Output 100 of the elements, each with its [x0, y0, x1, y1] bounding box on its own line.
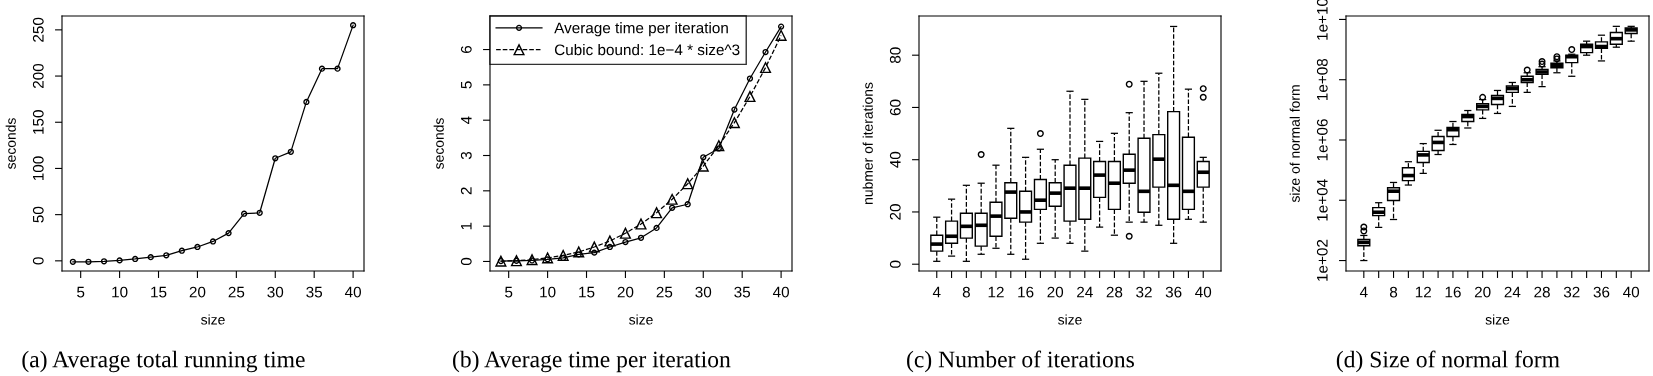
point [225, 229, 232, 237]
y-tick-label: 50 [32, 206, 44, 223]
text: (a) Average total running time [22, 350, 305, 373]
point [777, 23, 785, 30]
y-tick-label: 1e+08 [1316, 58, 1328, 100]
y-axis-title: seconds [5, 118, 16, 169]
y-tick-label: 20 [889, 204, 901, 220]
y-axis-title: seconds [433, 118, 444, 169]
text: (b) Average time per iteration [453, 350, 731, 373]
point [669, 204, 676, 211]
y-tick-label: 2 [460, 187, 472, 195]
x-tick-label: 10 [112, 286, 128, 298]
x-axis-title: size [629, 314, 653, 325]
point [746, 75, 754, 82]
x-tick-label: 25 [228, 286, 245, 298]
x-tick-label: 20 [1474, 286, 1491, 298]
point [256, 209, 263, 216]
point [147, 254, 154, 261]
y-tick-label: 4 [461, 116, 472, 125]
y-tick-label: 6 [460, 45, 472, 54]
point [557, 249, 569, 262]
point [684, 201, 691, 208]
x-tick-label: 8 [1389, 286, 1398, 298]
x-tick-label: 8 [962, 286, 970, 298]
point [241, 210, 248, 217]
point [100, 258, 108, 265]
y-tick-label: 3 [460, 151, 472, 160]
x-tick-label: 10 [540, 286, 556, 298]
point [163, 252, 170, 259]
x-axis-title: size [1058, 314, 1082, 325]
y-tick-label: 0 [460, 257, 472, 266]
x-tick-label: 20 [189, 286, 206, 298]
x-tick-label: 12 [988, 286, 1004, 298]
text: (c) Number of iterations [907, 350, 1134, 373]
y-tick-label: 250 [32, 17, 44, 42]
y-tick-label: 1 [461, 222, 472, 230]
x-tick-label: 16 [1445, 286, 1461, 298]
point [682, 178, 694, 190]
point [635, 218, 647, 230]
y-tick-label: 60 [889, 99, 901, 116]
legend-label: Cubic bound: 1e−4 * size^3 [554, 43, 740, 56]
legend-label: Average time per iteration [554, 22, 728, 37]
point [731, 106, 738, 113]
point [759, 62, 772, 74]
y-tick-label: 5 [461, 81, 472, 89]
line-series [69, 22, 357, 265]
point [651, 207, 663, 219]
point [85, 258, 92, 265]
point [209, 238, 217, 245]
x-tick-label: 30 [267, 286, 284, 298]
text: (d) Size of normal form [1336, 350, 1560, 373]
point [713, 140, 725, 152]
y-tick-label: 0 [32, 257, 44, 265]
point [334, 65, 341, 72]
point [744, 90, 756, 103]
y-tick-label: 1e+02 [1316, 239, 1328, 281]
x-tick-label: 15 [151, 286, 167, 298]
x-tick-label: 24 [1077, 286, 1093, 298]
x-tick-label: 25 [656, 286, 673, 298]
point [619, 227, 631, 239]
x-tick-label: 40 [772, 286, 789, 298]
x-axis-title: size [1485, 314, 1510, 325]
point [318, 65, 326, 72]
x-tick-label: 32 [1563, 286, 1580, 298]
x-tick-label: 24 [1504, 286, 1521, 298]
y-tick-label: 200 [32, 63, 44, 89]
x-tick-label: 40 [1623, 286, 1640, 298]
y-tick-label: 80 [889, 47, 901, 64]
point [700, 154, 707, 161]
point [604, 235, 616, 247]
point [653, 224, 660, 232]
y-axis-title: nubmer of iterations [862, 82, 873, 204]
point [762, 48, 769, 56]
point [194, 243, 201, 251]
x-tick-label: 20 [1047, 286, 1064, 298]
point [637, 234, 645, 241]
x-tick-label: 36 [1593, 286, 1610, 298]
point [666, 193, 678, 205]
y-tick-label: 40 [889, 151, 901, 168]
point [349, 22, 357, 29]
x-tick-label: 16 [1018, 286, 1034, 298]
point [69, 258, 77, 265]
x-tick-label: 35 [734, 286, 751, 298]
x-axis-title: size [201, 314, 225, 325]
y-axis-title: size of normal form [1289, 85, 1300, 203]
x-tick-label: 4 [932, 286, 941, 298]
x-tick-label: 15 [579, 286, 595, 298]
point [303, 98, 310, 106]
x-tick-label: 40 [1195, 286, 1212, 298]
x-tick-label: 30 [695, 286, 712, 298]
point [287, 148, 294, 155]
y-tick-label: 0 [889, 260, 901, 268]
point [132, 255, 139, 263]
x-tick-label: 28 [1106, 286, 1123, 298]
point [272, 155, 279, 162]
point [728, 117, 740, 129]
x-tick-label: 35 [306, 286, 323, 298]
x-tick-label: 20 [617, 286, 634, 298]
x-tick-label: 4 [1359, 286, 1368, 298]
point [622, 238, 629, 246]
